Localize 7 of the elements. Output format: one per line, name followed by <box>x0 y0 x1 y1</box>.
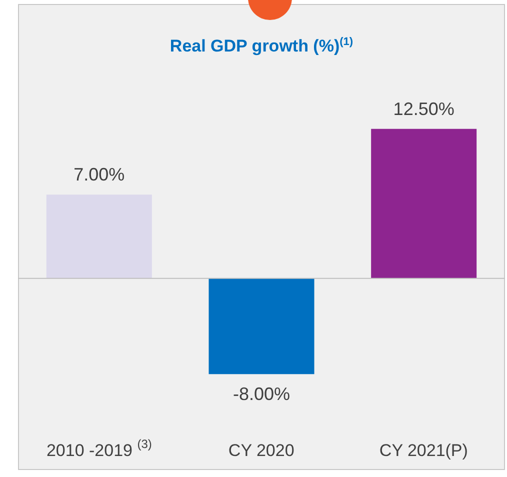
data-label: -8.00% <box>232 384 290 404</box>
data-label: 12.50% <box>393 98 454 119</box>
chart-title: Real GDP growth (%)$^{(1)}$ <box>168 36 354 57</box>
data-label: 7.00% <box>74 164 125 185</box>
x-tick-label: CY 2021(P) <box>379 441 468 460</box>
x-tick-label: CY 2020 <box>228 441 294 460</box>
x-tick-label: 2010 -2019 (3) <box>46 437 152 460</box>
